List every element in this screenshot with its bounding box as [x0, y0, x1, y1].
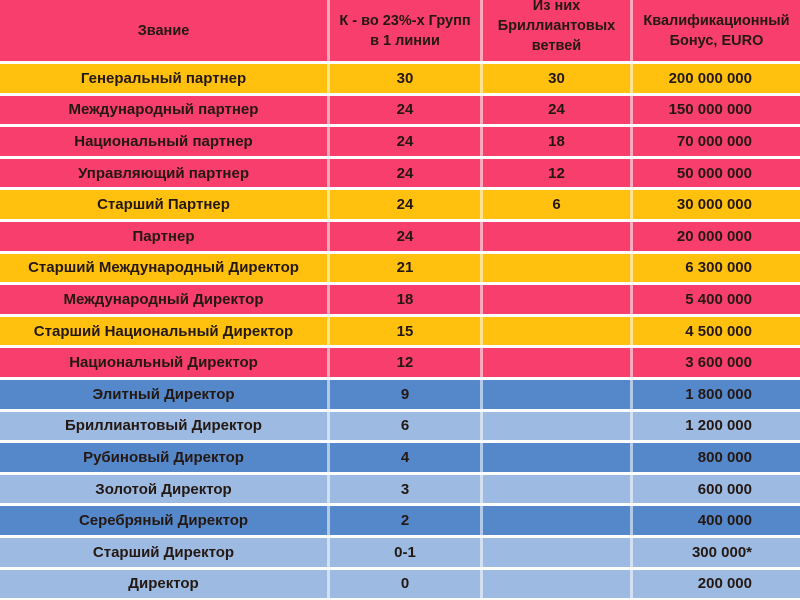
rank-cell: Бриллиантовый Директор: [0, 411, 327, 441]
header-rank: Звание: [0, 0, 327, 61]
bonus-cell: 200 000 000: [630, 64, 800, 93]
bonus-cell: 30 000 000: [630, 190, 800, 219]
table-row: Партнер 24 20 000 000: [0, 221, 800, 251]
rank-cell: Международный партнер: [0, 95, 327, 125]
diamond-cell: [480, 316, 630, 346]
diamond-cell: 24: [480, 95, 630, 125]
bonus-cell: 70 000 000: [630, 127, 800, 156]
diamond-cell: 12: [480, 158, 630, 188]
table-row: Национальный партнер 24 18 70 000 000: [0, 127, 800, 156]
diamond-cell: [480, 253, 630, 283]
diamond-cell: 6: [480, 190, 630, 219]
bonus-cell: 6 300 000: [630, 253, 800, 283]
groups-cell: 4: [327, 443, 480, 472]
rank-cell: Генеральный партнер: [0, 64, 327, 93]
groups-cell: 30: [327, 64, 480, 93]
diamond-cell: [480, 221, 630, 251]
groups-cell: 24: [327, 221, 480, 251]
rank-cell: Рубиновый Директор: [0, 443, 327, 472]
diamond-cell: [480, 474, 630, 504]
diamond-cell: 18: [480, 127, 630, 156]
diamond-cell: [480, 506, 630, 535]
groups-cell: 24: [327, 190, 480, 219]
bonus-cell: 20 000 000: [630, 221, 800, 251]
header-qualification-bonus: Квалификационный Бонус, EURO: [630, 0, 800, 61]
groups-cell: 0: [327, 569, 480, 599]
rank-cell: Международный Директор: [0, 285, 327, 314]
table-row: Директор 0 200 000: [0, 569, 800, 599]
rank-cell: Старший Партнер: [0, 190, 327, 219]
rank-cell: Директор: [0, 569, 327, 599]
bonus-cell: 200 000: [630, 569, 800, 599]
groups-cell: 9: [327, 379, 480, 409]
rank-cell: Серебряный Директор: [0, 506, 327, 535]
diamond-cell: [480, 348, 630, 377]
groups-cell: 24: [327, 95, 480, 125]
table-row: Старший Директор 0-1 300 000*: [0, 537, 800, 567]
rank-cell: Национальный Директор: [0, 348, 327, 377]
table-row: Управляющий партнер 24 12 50 000 000: [0, 158, 800, 188]
table-row: Элитный Директор 9 1 800 000: [0, 379, 800, 409]
table-row: Бриллиантовый Директор 6 1 200 000: [0, 411, 800, 441]
groups-cell: 3: [327, 474, 480, 504]
groups-cell: 6: [327, 411, 480, 441]
table-row: Старший Партнер 24 6 30 000 000: [0, 190, 800, 219]
header-groups-in-first-line: К - во 23%-х Групп в 1 линии: [327, 0, 480, 61]
bonus-cell: 4 500 000: [630, 316, 800, 346]
table-row: Старший Международный Директор 21 6 300 …: [0, 253, 800, 283]
groups-cell: 21: [327, 253, 480, 283]
rank-cell: Национальный партнер: [0, 127, 327, 156]
table-row: Генеральный партнер 30 30 200 000 000: [0, 64, 800, 93]
table-row: Золотой Директор 3 600 000: [0, 474, 800, 504]
table-row: Международный партнер 24 24 150 000 000: [0, 95, 800, 125]
diamond-cell: [480, 569, 630, 599]
groups-cell: 0-1: [327, 537, 480, 567]
groups-cell: 12: [327, 348, 480, 377]
diamond-cell: [480, 379, 630, 409]
bonus-cell: 800 000: [630, 443, 800, 472]
groups-cell: 15: [327, 316, 480, 346]
header-diamond-branches: Из них Бриллиантовых ветвей: [480, 0, 630, 61]
diamond-cell: [480, 443, 630, 472]
table-row: Национальный Директор 12 3 600 000: [0, 348, 800, 377]
table-header-row: Звание К - во 23%-х Групп в 1 линии Из н…: [0, 0, 800, 61]
diamond-cell: 30: [480, 64, 630, 93]
diamond-cell: [480, 537, 630, 567]
rank-cell: Элитный Директор: [0, 379, 327, 409]
rank-cell: Партнер: [0, 221, 327, 251]
rank-cell: Золотой Директор: [0, 474, 327, 504]
bonus-cell: 300 000*: [630, 537, 800, 567]
rank-cell: Старший Директор: [0, 537, 327, 567]
bonus-cell: 400 000: [630, 506, 800, 535]
rank-cell: Старший Международный Директор: [0, 253, 327, 283]
rank-cell: Управляющий партнер: [0, 158, 327, 188]
diamond-cell: [480, 285, 630, 314]
groups-cell: 24: [327, 127, 480, 156]
bonus-cell: 5 400 000: [630, 285, 800, 314]
bonus-cell: 600 000: [630, 474, 800, 504]
table-row: Старший Национальный Директор 15 4 500 0…: [0, 316, 800, 346]
bonus-cell: 1 800 000: [630, 379, 800, 409]
rank-cell: Старший Национальный Директор: [0, 316, 327, 346]
table-row: Рубиновый Директор 4 800 000: [0, 443, 800, 472]
table-row: Серебряный Директор 2 400 000: [0, 506, 800, 535]
bonus-cell: 1 200 000: [630, 411, 800, 441]
bonus-cell: 50 000 000: [630, 158, 800, 188]
bonus-cell: 3 600 000: [630, 348, 800, 377]
bonus-cell: 150 000 000: [630, 95, 800, 125]
table-row: Международный Директор 18 5 400 000: [0, 285, 800, 314]
groups-cell: 18: [327, 285, 480, 314]
groups-cell: 24: [327, 158, 480, 188]
diamond-cell: [480, 411, 630, 441]
groups-cell: 2: [327, 506, 480, 535]
